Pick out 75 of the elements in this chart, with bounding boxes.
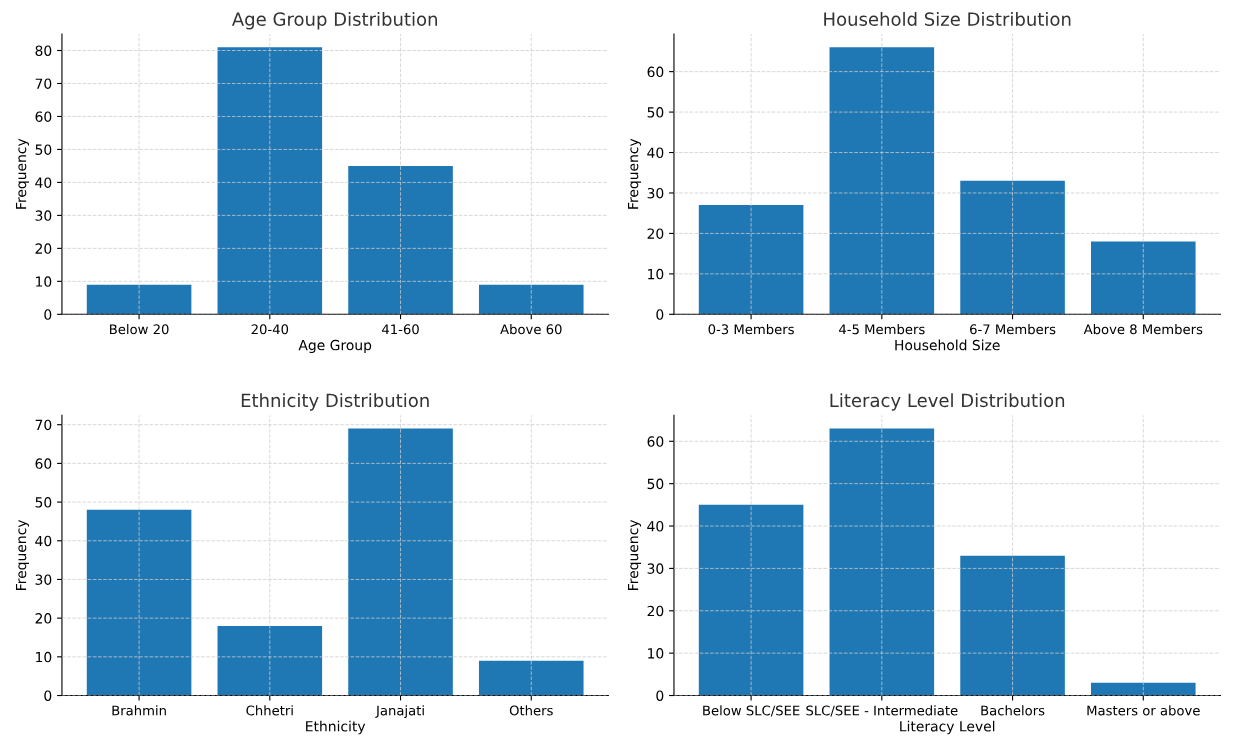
x-tick-label: Chhetri	[246, 705, 293, 716]
x-axis-title: Household Size	[895, 339, 1000, 351]
bar	[86, 284, 192, 315]
x-tick-label: 41-60	[382, 324, 419, 335]
bar	[698, 205, 804, 315]
chart-title: Age Group Distribution	[231, 11, 437, 30]
x-tick-label: Below SLC/SEE	[703, 705, 800, 717]
y-tick-label: 20	[35, 613, 52, 624]
y-tick-label: 40	[35, 177, 52, 188]
y-tick-label: 10	[36, 651, 52, 663]
y-tick-label: 40	[35, 535, 52, 547]
y-tick-label: 50	[647, 478, 664, 490]
x-tick-label: Above 8 Members	[1083, 324, 1203, 335]
x-tick-label: 4-5 Members	[839, 324, 925, 335]
y-tick-label: 80	[35, 45, 52, 56]
y-tick-label: 20	[647, 605, 664, 617]
y-tick-label: 0	[656, 309, 664, 320]
bar	[478, 284, 584, 315]
x-tick-label: Janajati	[375, 705, 424, 719]
bar	[217, 625, 323, 696]
x-tick-label: SLC/SEE - Intermediate	[806, 705, 958, 717]
bar	[698, 504, 804, 696]
x-axis-title: Literacy Level	[900, 720, 995, 735]
bar	[960, 180, 1065, 315]
y-tick-label: 10	[648, 648, 664, 659]
chart-title: Household Size Distribution	[824, 11, 1071, 26]
y-tick-label: 70	[35, 78, 52, 89]
bar	[348, 165, 453, 315]
y-axis-title: Frequency	[628, 138, 642, 209]
y-tick-label: 40	[647, 147, 664, 158]
bar	[1090, 241, 1196, 315]
y-tick-label: 30	[35, 210, 52, 221]
x-tick-label: Brahmin	[112, 705, 166, 716]
bar	[217, 47, 323, 315]
x-tick-label: Above 60	[500, 324, 562, 335]
chart-title: Literacy Level Distribution	[830, 393, 1065, 411]
y-tick-label: 20	[35, 243, 52, 254]
bar	[960, 555, 1065, 696]
x-axis-title: Ethnicity	[306, 720, 366, 735]
y-tick-label: 10	[36, 276, 52, 287]
x-tick-label: 20-40	[251, 324, 289, 335]
y-tick-label: 50	[35, 144, 52, 155]
y-tick-label: 50	[647, 107, 664, 118]
y-tick-label: 60	[35, 458, 52, 469]
y-tick-label: 60	[35, 111, 52, 122]
y-tick-label: 0	[656, 690, 664, 701]
y-tick-label: 30	[647, 563, 664, 574]
y-tick-label: 60	[647, 436, 664, 447]
y-tick-label: 50	[35, 497, 52, 508]
bar	[1090, 682, 1196, 696]
bar	[86, 509, 192, 696]
y-tick-label: 60	[647, 66, 664, 78]
chart-title: Ethnicity Distribution	[241, 393, 429, 411]
y-tick-label: 30	[647, 187, 664, 199]
y-tick-label: 70	[35, 419, 52, 431]
y-axis-title: Frequency	[15, 138, 29, 209]
x-tick-label: Masters or above	[1087, 705, 1200, 716]
x-tick-label: 6-7 Members	[970, 324, 1056, 335]
y-axis-title: Frequency	[628, 519, 642, 590]
y-tick-label: 0	[44, 690, 52, 701]
x-tick-label: Below 20	[110, 324, 169, 335]
y-tick-label: 0	[44, 309, 52, 320]
y-axis-title: Frequency	[15, 519, 29, 590]
bar	[348, 428, 453, 696]
bar	[478, 660, 584, 696]
y-tick-label: 10	[648, 268, 664, 280]
y-tick-label: 30	[35, 574, 52, 585]
x-tick-label: Bachelors	[981, 705, 1045, 716]
bar	[829, 428, 935, 696]
y-tick-label: 40	[647, 521, 664, 532]
x-axis-title: Age Group	[298, 339, 372, 354]
x-tick-label: 0-3 Members	[708, 324, 794, 335]
bar	[829, 47, 935, 315]
y-tick-label: 20	[647, 228, 664, 239]
x-tick-label: Others	[509, 705, 553, 716]
